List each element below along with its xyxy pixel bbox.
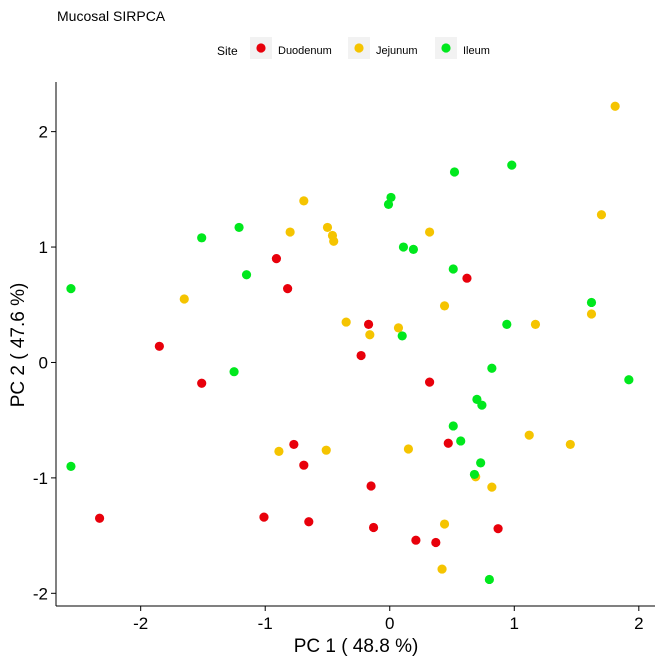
point-ileum [476, 458, 486, 468]
point-duodenum [443, 438, 453, 448]
point-jejunum [524, 430, 534, 440]
point-jejunum [487, 482, 497, 492]
point-ileum [398, 242, 409, 252]
point-ileum [397, 331, 407, 341]
point-ileum [241, 270, 252, 280]
point-duodenum [154, 341, 164, 351]
point-jejunum [439, 519, 450, 529]
series-jejunum [179, 101, 620, 574]
y-tick-label: 2 [39, 123, 48, 142]
series-ileum [66, 160, 634, 585]
point-ileum [408, 244, 419, 254]
point-duodenum [431, 537, 441, 548]
legend-marker [354, 43, 364, 53]
chart-title: Mucosal SIRPCA [57, 8, 166, 24]
point-ileum [448, 421, 458, 431]
point-ileum [66, 283, 76, 294]
point-jejunum [179, 294, 189, 304]
y-tick-label: 0 [39, 353, 48, 372]
y-axis-ticks: -2 -1 0 1 2 [33, 123, 56, 603]
point-ileum [484, 574, 494, 585]
legend-item-ileum: Ileum [435, 37, 490, 59]
point-ileum [507, 160, 517, 170]
x-tick-label: 1 [510, 614, 519, 633]
point-ileum [66, 461, 76, 471]
point-ileum [234, 222, 244, 233]
point-duodenum [259, 512, 269, 522]
point-jejunum [424, 227, 435, 237]
point-ileum [383, 199, 394, 209]
point-jejunum [365, 330, 375, 340]
point-jejunum [322, 222, 333, 233]
point-duodenum [363, 319, 374, 329]
point-jejunum [341, 317, 351, 327]
plot-area: -2 -1 0 1 2 -2 -1 0 1 2 [33, 82, 655, 633]
x-axis-title: PC 1 ( 48.8 %) [294, 636, 419, 657]
point-jejunum [393, 323, 404, 333]
point-ileum [624, 375, 634, 385]
point-jejunum [274, 446, 284, 456]
point-ileum [502, 319, 512, 329]
points-layer [66, 101, 634, 585]
point-ileum [449, 167, 460, 177]
legend-title: Site [217, 44, 238, 58]
point-duodenum [197, 378, 207, 388]
point-duodenum [366, 481, 376, 491]
x-tick-label: 2 [634, 614, 643, 633]
legend-item-duodenum: Duodenum [250, 37, 332, 59]
point-jejunum [299, 196, 309, 206]
point-duodenum [462, 273, 472, 283]
point-ileum [197, 233, 207, 243]
point-jejunum [565, 439, 575, 450]
point-jejunum [285, 227, 295, 237]
legend-label: Ileum [463, 45, 490, 57]
x-axis-ticks: -2 -1 0 1 2 [133, 606, 644, 633]
point-jejunum [586, 309, 597, 319]
point-jejunum [437, 564, 447, 574]
point-ileum [229, 367, 239, 377]
series-duodenum [94, 253, 503, 548]
point-duodenum [356, 350, 366, 361]
point-duodenum [283, 283, 293, 294]
point-jejunum [439, 301, 450, 311]
point-jejunum [403, 444, 414, 454]
y-tick-label: 1 [39, 238, 48, 257]
legend-label: Duodenum [278, 45, 332, 57]
x-tick-label: -2 [133, 614, 148, 633]
point-duodenum [411, 535, 421, 545]
y-tick-label: -2 [33, 584, 48, 603]
point-ileum [456, 436, 466, 446]
legend: Site Duodenum Jejunum Ileum [217, 37, 490, 59]
point-duodenum [304, 517, 314, 527]
legend-items: Duodenum Jejunum Ileum [250, 37, 490, 59]
point-duodenum [368, 522, 379, 533]
legend-marker [441, 43, 451, 53]
point-duodenum [94, 513, 105, 523]
point-ileum [448, 264, 458, 274]
legend-label: Jejunum [376, 45, 418, 57]
point-ileum [586, 297, 597, 308]
point-duodenum [493, 524, 503, 534]
y-tick-label: -1 [33, 469, 48, 488]
point-jejunum [321, 445, 331, 455]
point-jejunum [596, 210, 607, 220]
legend-marker [256, 43, 266, 53]
point-ileum [477, 400, 487, 410]
y-axis-title: PC 2 ( 47.6 %) [8, 283, 29, 408]
point-duodenum [271, 253, 282, 264]
point-ileum [386, 192, 396, 203]
point-jejunum [610, 101, 620, 111]
x-tick-label: 0 [385, 614, 394, 633]
point-ileum [487, 363, 497, 373]
point-jejunum [329, 236, 339, 246]
point-duodenum [424, 377, 435, 387]
legend-item-jejunum: Jejunum [348, 37, 418, 59]
point-duodenum [299, 460, 309, 470]
point-ileum [469, 469, 480, 480]
x-tick-label: -1 [258, 614, 273, 633]
point-jejunum [530, 319, 541, 329]
point-duodenum [289, 439, 299, 450]
